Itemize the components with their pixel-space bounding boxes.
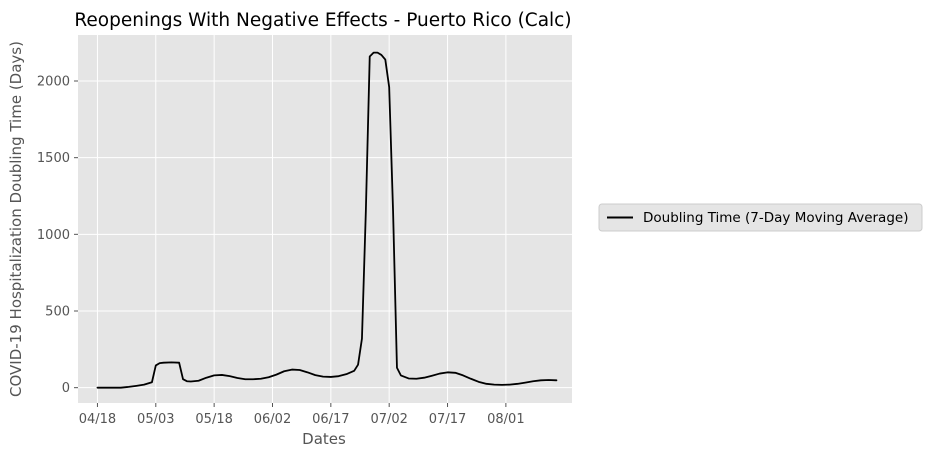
y-tick-label: 1000 <box>37 228 70 243</box>
x-tick-label: 07/17 <box>429 412 466 427</box>
x-tick-label: 06/17 <box>312 412 349 427</box>
legend: Doubling Time (7-Day Moving Average) <box>598 203 923 232</box>
x-axis-label: Dates <box>302 430 346 448</box>
chart-title: Reopenings With Negative Effects - Puert… <box>74 10 571 31</box>
y-tick-label: 500 <box>45 305 70 320</box>
x-tick-label: 05/03 <box>137 412 174 427</box>
legend-series-label: Doubling Time (7-Day Moving Average) <box>643 210 908 226</box>
plot-area <box>78 35 572 403</box>
x-tick-label: 05/18 <box>195 412 232 427</box>
x-tick-label: 06/02 <box>254 412 291 427</box>
y-tick-label: 0 <box>62 381 70 396</box>
series-layer <box>96 51 558 389</box>
x-tick-label: 04/18 <box>79 412 116 427</box>
tick-layer: 0 500 1000 1500 2000 04/18 05/03 05/18 06/02 06/1… <box>37 75 525 428</box>
x-tick-label: 07/02 <box>370 412 407 427</box>
y-tick-label: 1500 <box>37 151 70 166</box>
x-tick-label: 08/01 <box>487 412 524 427</box>
y-tick-label: 2000 <box>37 75 70 90</box>
series-line-0 <box>96 51 558 389</box>
legend-box <box>598 203 923 232</box>
y-axis-label: COVID-19 Hospitalization Doubling Time (… <box>7 41 25 397</box>
